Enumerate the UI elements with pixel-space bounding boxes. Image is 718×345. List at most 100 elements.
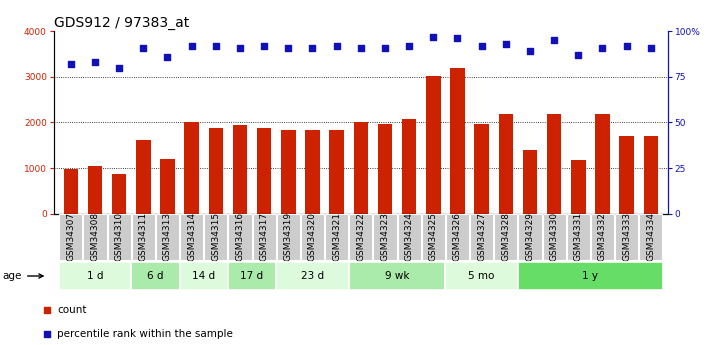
Bar: [108, 214, 131, 260]
Bar: [180, 262, 228, 290]
Text: GSM34316: GSM34316: [236, 212, 244, 261]
Bar: [228, 214, 251, 260]
Text: GSM34326: GSM34326: [453, 212, 462, 261]
Bar: [330, 130, 344, 214]
Point: [500, 41, 511, 47]
Point: [572, 52, 584, 58]
Text: GSM34320: GSM34320: [308, 212, 317, 261]
Bar: [595, 114, 610, 214]
Text: GSM34322: GSM34322: [356, 212, 365, 261]
Bar: [156, 214, 179, 260]
Bar: [233, 125, 247, 214]
Text: percentile rank within the sample: percentile rank within the sample: [57, 329, 233, 339]
Bar: [643, 136, 658, 214]
Point: [113, 65, 125, 70]
Point: [549, 37, 560, 43]
Text: GSM34327: GSM34327: [477, 212, 486, 261]
Point: [331, 43, 342, 48]
Text: 5 mo: 5 mo: [468, 271, 495, 281]
Text: GSM34319: GSM34319: [284, 212, 293, 261]
Text: GSM34314: GSM34314: [187, 212, 196, 261]
Bar: [131, 214, 155, 260]
Bar: [615, 214, 638, 260]
Bar: [450, 68, 465, 214]
Bar: [228, 262, 276, 290]
Text: count: count: [57, 305, 87, 315]
Point: [258, 43, 270, 48]
Text: 9 wk: 9 wk: [385, 271, 409, 281]
Text: GSM34330: GSM34330: [550, 212, 559, 261]
Point: [234, 45, 246, 50]
Text: GSM34315: GSM34315: [211, 212, 220, 261]
Bar: [349, 214, 373, 260]
Bar: [475, 124, 489, 214]
Text: GSM34331: GSM34331: [574, 212, 583, 261]
Point: [379, 45, 391, 50]
Bar: [620, 136, 634, 214]
Bar: [426, 76, 441, 214]
Bar: [498, 114, 513, 214]
Bar: [88, 166, 102, 214]
Point: [597, 45, 608, 50]
Text: GSM34334: GSM34334: [646, 212, 656, 261]
Bar: [160, 159, 174, 214]
Bar: [59, 214, 83, 260]
Point: [210, 43, 222, 48]
Bar: [276, 214, 300, 260]
Bar: [301, 214, 324, 260]
Bar: [373, 214, 396, 260]
Text: 23 d: 23 d: [301, 271, 324, 281]
Bar: [325, 214, 348, 260]
Bar: [446, 214, 469, 260]
Bar: [639, 214, 663, 260]
Text: 1 y: 1 y: [582, 271, 598, 281]
Point: [283, 45, 294, 50]
Text: GSM34329: GSM34329: [526, 212, 534, 261]
Bar: [571, 160, 586, 214]
Bar: [253, 214, 276, 260]
Bar: [204, 214, 228, 260]
Point: [353, 221, 365, 227]
Bar: [83, 214, 106, 260]
Bar: [494, 214, 518, 260]
Bar: [112, 174, 126, 214]
Point: [353, 2, 365, 8]
Bar: [378, 124, 392, 214]
Bar: [180, 214, 203, 260]
Bar: [136, 140, 151, 214]
Bar: [131, 262, 180, 290]
Text: GSM34332: GSM34332: [598, 212, 607, 261]
Point: [621, 43, 633, 48]
Bar: [281, 130, 296, 214]
Point: [65, 61, 77, 67]
Bar: [185, 122, 199, 214]
Bar: [63, 169, 78, 214]
Text: GSM34317: GSM34317: [260, 212, 269, 261]
Point: [89, 59, 101, 65]
Bar: [421, 214, 445, 260]
Text: GSM34333: GSM34333: [623, 212, 631, 261]
Bar: [567, 214, 590, 260]
Bar: [543, 214, 566, 260]
Text: GSM34321: GSM34321: [332, 212, 341, 261]
Point: [476, 43, 488, 48]
Bar: [398, 214, 421, 260]
Text: GDS912 / 97383_at: GDS912 / 97383_at: [54, 16, 189, 30]
Bar: [591, 214, 614, 260]
Bar: [445, 262, 518, 290]
Bar: [470, 214, 493, 260]
Text: GSM34323: GSM34323: [381, 212, 389, 261]
Bar: [208, 128, 223, 214]
Bar: [305, 130, 320, 214]
Text: GSM34328: GSM34328: [501, 212, 510, 261]
Text: GSM34310: GSM34310: [115, 212, 123, 261]
Point: [162, 54, 173, 59]
Text: GSM34311: GSM34311: [139, 212, 148, 261]
Bar: [547, 114, 561, 214]
Text: 17 d: 17 d: [241, 271, 264, 281]
Text: 14 d: 14 d: [192, 271, 215, 281]
Bar: [518, 262, 663, 290]
Point: [427, 34, 439, 39]
Bar: [59, 262, 131, 290]
Text: GSM34313: GSM34313: [163, 212, 172, 261]
